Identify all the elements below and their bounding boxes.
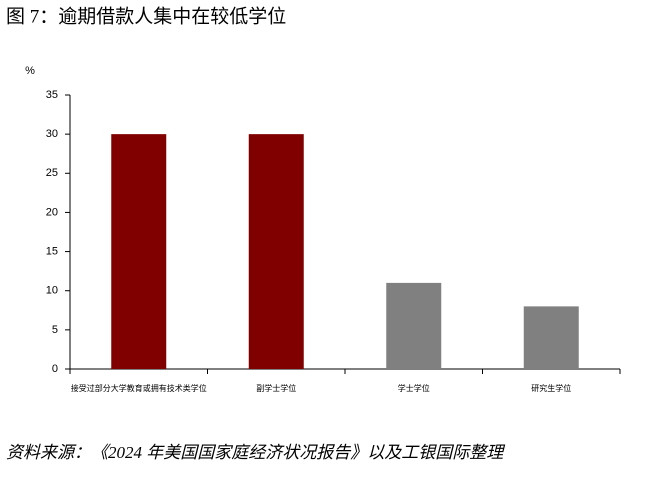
bar: [248, 134, 304, 369]
y-tick-label: 25: [46, 167, 58, 179]
x-tick-label: 学士学位: [398, 383, 430, 393]
y-tick-label: 15: [46, 245, 58, 257]
y-tick-label: 35: [46, 89, 58, 101]
y-axis-label: %: [25, 65, 35, 77]
bar: [111, 134, 167, 369]
y-tick-label: 20: [46, 206, 58, 218]
bar: [523, 306, 579, 369]
y-tick-label: 0: [52, 363, 58, 375]
y-tick-label: 10: [46, 285, 58, 297]
x-tick-label: 研究生学位: [531, 383, 571, 393]
y-tick-label: 5: [52, 324, 58, 336]
x-tick-label: 接受过部分大学教育或拥有技术类学位: [71, 383, 207, 393]
bar: [386, 282, 442, 369]
source-note: 资料来源：《2024 年美国国家庭经济状况报告》以及工银国际整理: [6, 443, 505, 462]
y-tick-label: 30: [46, 128, 58, 140]
x-tick-label: 副学士学位: [256, 383, 296, 393]
chart-title: 图 7：逾期借款人集中在较低学位: [6, 5, 286, 27]
